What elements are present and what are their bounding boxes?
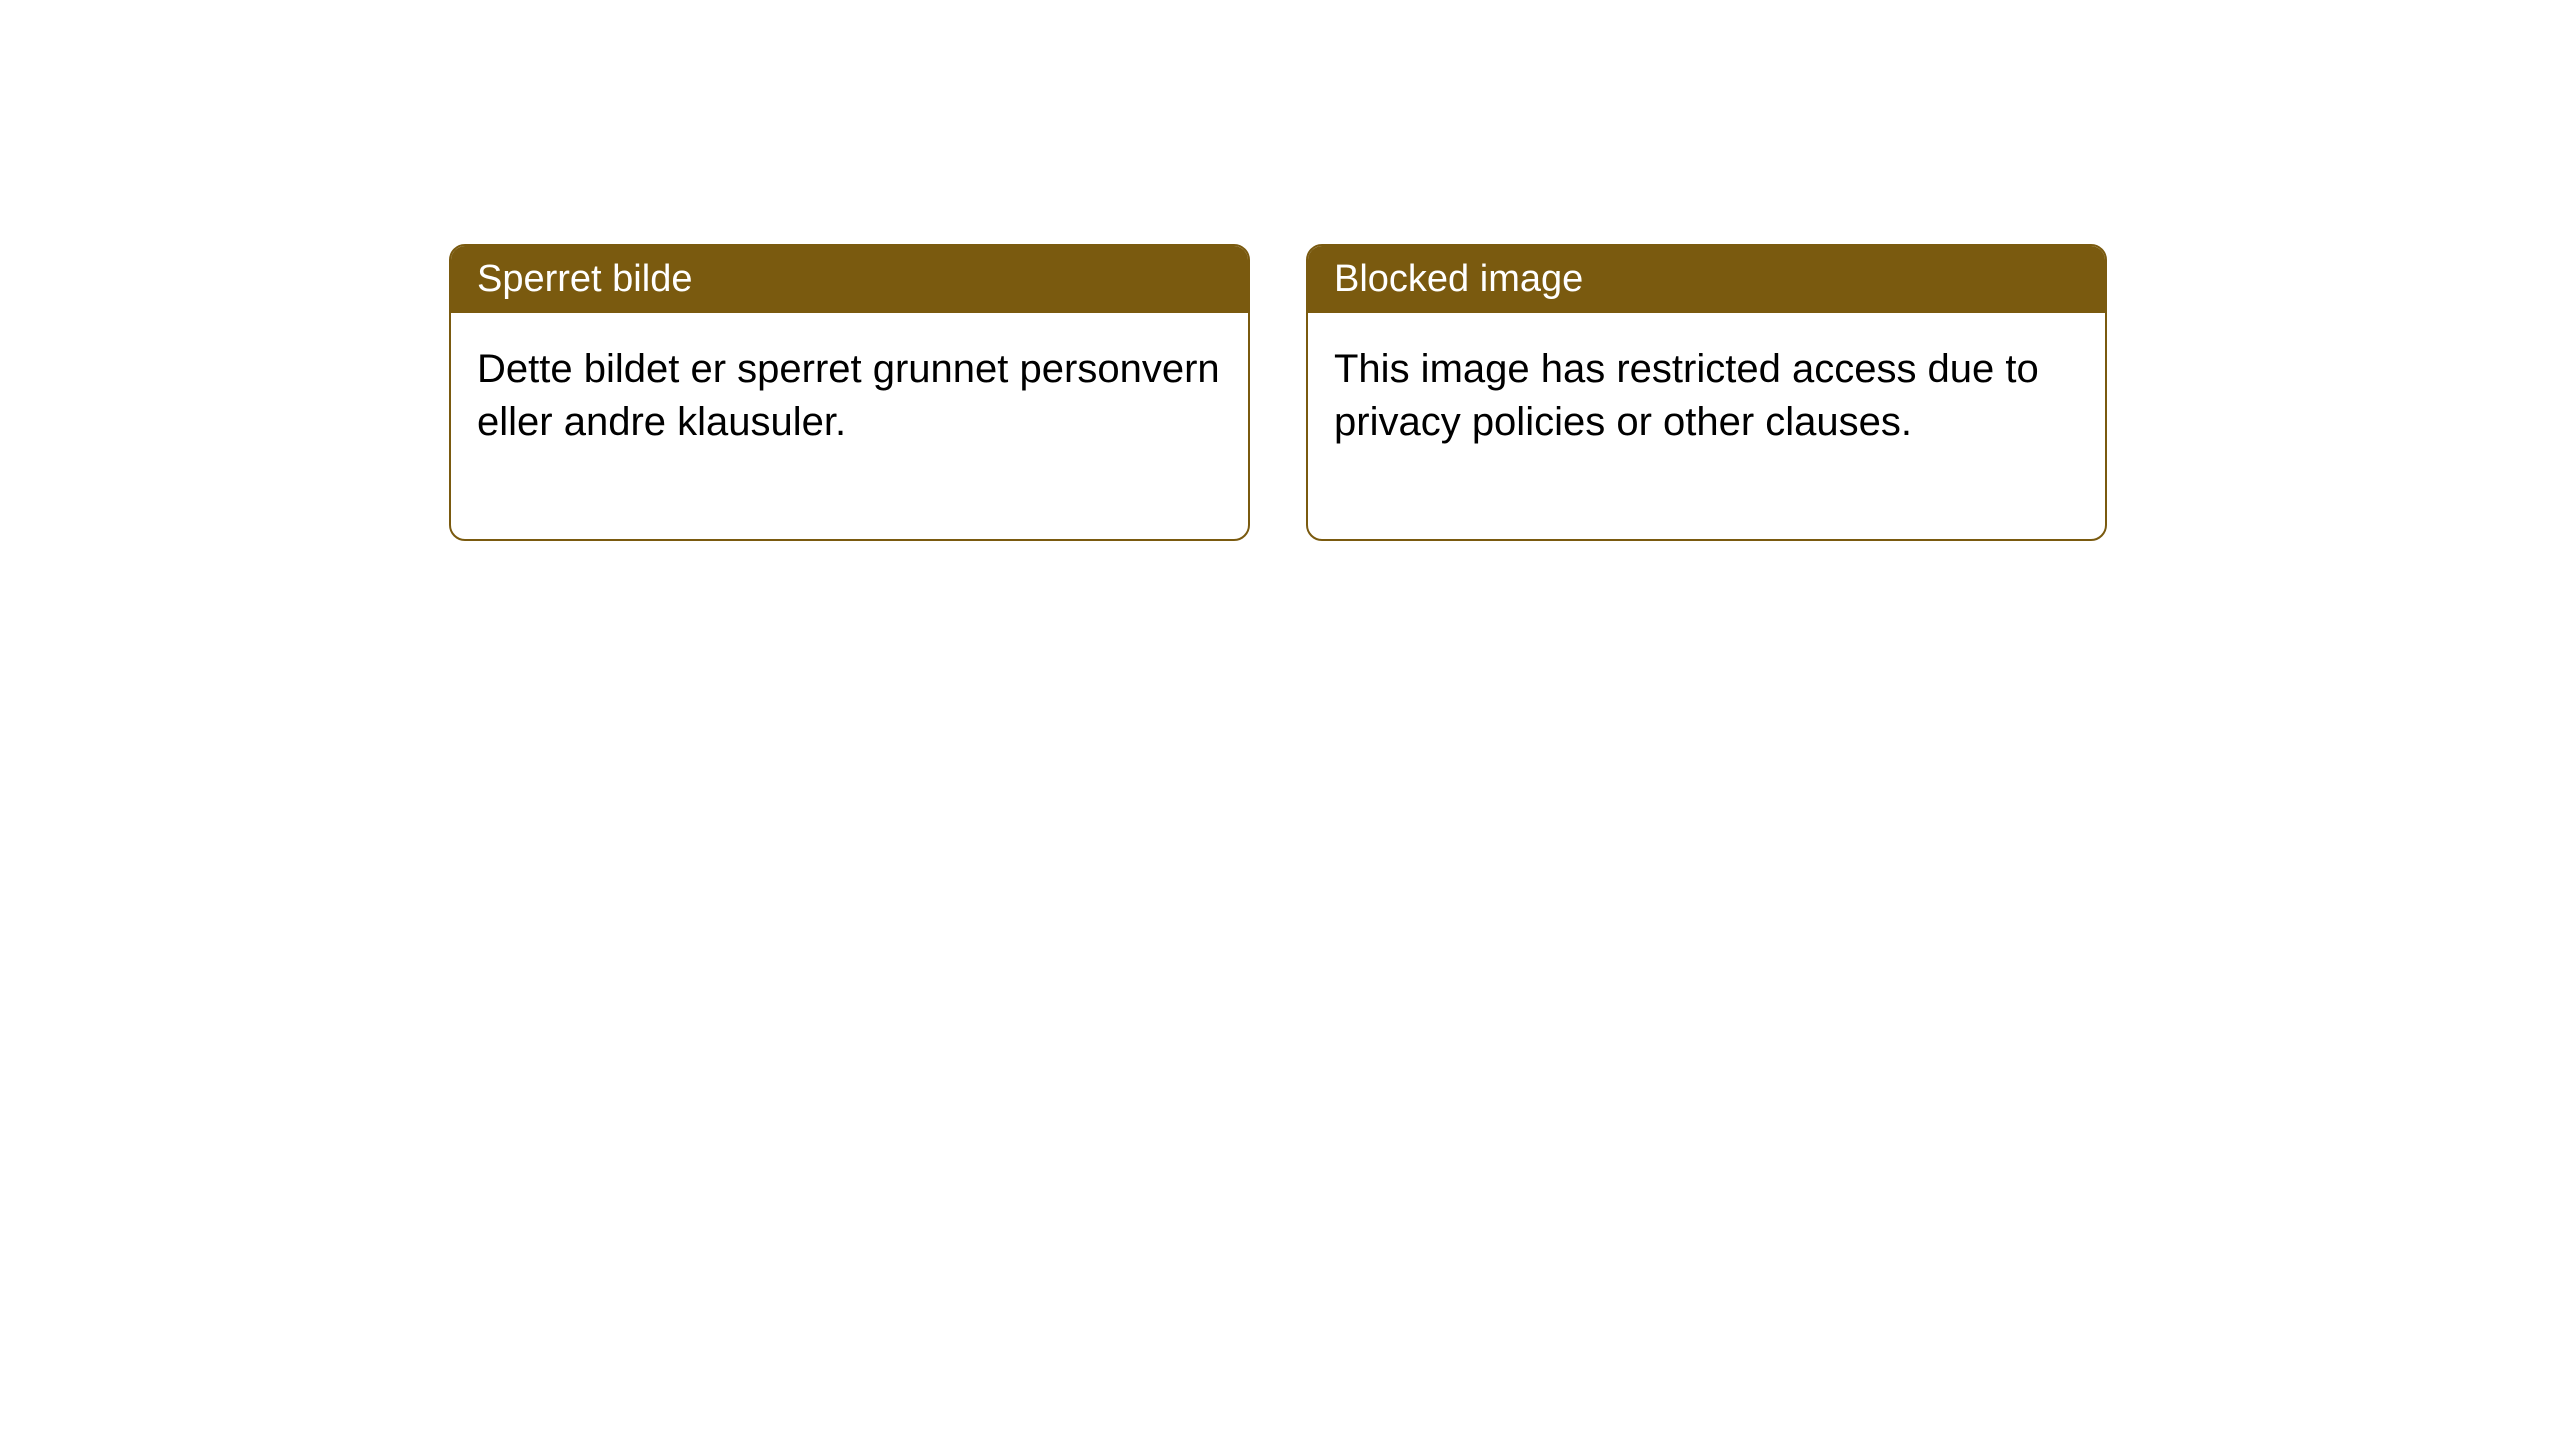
notice-body: This image has restricted access due to … (1308, 313, 2105, 539)
notice-box-english: Blocked image This image has restricted … (1306, 244, 2107, 541)
notice-header: Blocked image (1308, 246, 2105, 313)
notice-body: Dette bildet er sperret grunnet personve… (451, 313, 1248, 539)
notice-box-norwegian: Sperret bilde Dette bildet er sperret gr… (449, 244, 1250, 541)
notice-body-text: Dette bildet er sperret grunnet personve… (477, 347, 1220, 444)
notice-title: Blocked image (1334, 258, 1583, 300)
notice-body-text: This image has restricted access due to … (1334, 347, 2039, 444)
notice-container: Sperret bilde Dette bildet er sperret gr… (449, 244, 2107, 541)
notice-title: Sperret bilde (477, 258, 692, 300)
notice-header: Sperret bilde (451, 246, 1248, 313)
